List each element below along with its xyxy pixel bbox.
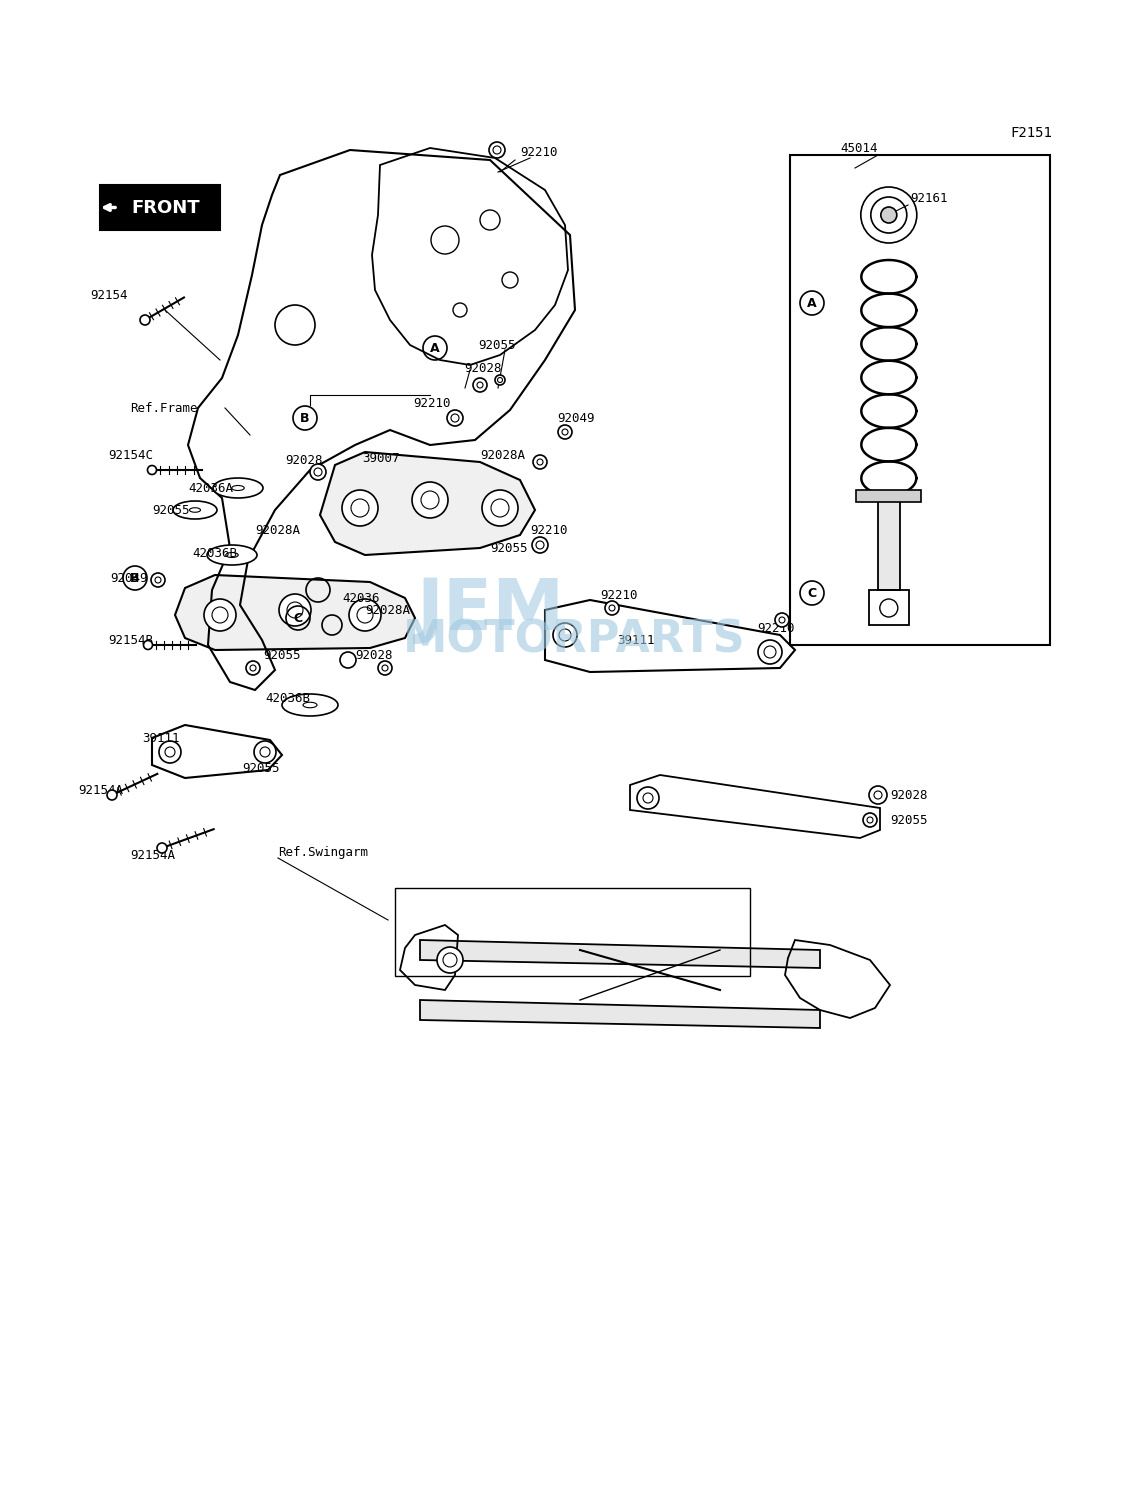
Text: 92154A: 92154A [78, 784, 123, 797]
Circle shape [869, 787, 887, 805]
Bar [856, 489, 922, 501]
Circle shape [881, 207, 897, 224]
Polygon shape [420, 940, 820, 968]
Circle shape [533, 455, 546, 468]
Ellipse shape [173, 501, 217, 519]
Circle shape [107, 790, 117, 800]
Text: 39111: 39111 [616, 633, 654, 647]
Bar [869, 590, 909, 624]
Text: 92055: 92055 [242, 761, 279, 775]
Circle shape [349, 599, 381, 630]
Text: 42036: 42036 [342, 591, 380, 605]
Text: 42036B: 42036B [192, 546, 236, 560]
Text: 39111: 39111 [142, 731, 179, 744]
Text: 92210: 92210 [530, 524, 567, 536]
Text: 92210: 92210 [757, 621, 794, 635]
Circle shape [147, 465, 156, 474]
Circle shape [637, 787, 659, 809]
Text: 92028: 92028 [890, 788, 928, 802]
Polygon shape [320, 452, 535, 555]
Text: 92154B: 92154B [108, 633, 153, 647]
Text: 92055: 92055 [890, 814, 928, 827]
Circle shape [157, 844, 166, 853]
Text: Ref.Frame: Ref.Frame [130, 401, 197, 414]
Circle shape [378, 660, 391, 675]
Text: 92049: 92049 [110, 572, 147, 584]
Text: 92154A: 92154A [130, 848, 174, 862]
Polygon shape [174, 575, 414, 650]
Text: 92055: 92055 [263, 648, 301, 662]
Circle shape [437, 947, 463, 973]
Circle shape [412, 482, 448, 518]
Circle shape [279, 594, 311, 626]
Text: 92161: 92161 [910, 192, 947, 204]
Text: MOTORPARTS: MOTORPARTS [403, 618, 745, 662]
Text: 92028A: 92028A [255, 524, 300, 536]
Text: 92210: 92210 [600, 588, 637, 602]
Circle shape [342, 489, 378, 525]
Text: 92028A: 92028A [480, 449, 525, 461]
Text: 92055: 92055 [478, 339, 515, 351]
Circle shape [144, 641, 153, 650]
Text: 92049: 92049 [557, 411, 595, 425]
Circle shape [152, 573, 165, 587]
Text: 92154: 92154 [90, 288, 127, 302]
Circle shape [489, 143, 505, 158]
Ellipse shape [282, 693, 338, 716]
Circle shape [605, 600, 619, 615]
Text: 42036B: 42036B [265, 692, 310, 704]
Text: 92210: 92210 [413, 396, 450, 410]
Circle shape [495, 375, 505, 384]
Circle shape [482, 489, 518, 525]
Text: 92028A: 92028A [365, 603, 410, 617]
Text: F2151: F2151 [1010, 126, 1052, 140]
Text: 92210: 92210 [520, 146, 558, 159]
Text: B: B [130, 572, 140, 584]
Circle shape [863, 814, 877, 827]
Text: 92028: 92028 [355, 648, 393, 662]
Circle shape [246, 660, 259, 675]
Text: C: C [294, 611, 303, 624]
Text: A: A [430, 342, 440, 354]
Text: FRONT: FRONT [132, 198, 200, 216]
Circle shape [775, 612, 789, 627]
Circle shape [558, 425, 572, 438]
FancyBboxPatch shape [100, 185, 220, 230]
Polygon shape [420, 1000, 820, 1028]
Bar [790, 155, 1050, 645]
Text: Ref.Swingarm: Ref.Swingarm [278, 845, 369, 859]
Circle shape [140, 315, 150, 326]
Circle shape [204, 599, 236, 630]
Ellipse shape [207, 545, 257, 564]
Text: 92055: 92055 [152, 503, 189, 516]
Text: 42036A: 42036A [188, 482, 233, 494]
Circle shape [310, 464, 326, 480]
Text: B: B [301, 411, 310, 425]
Circle shape [473, 378, 487, 392]
Text: 92055: 92055 [490, 542, 527, 554]
Text: A: A [807, 297, 817, 309]
Circle shape [254, 741, 276, 763]
Circle shape [447, 410, 463, 426]
Bar [878, 495, 900, 590]
Text: 92028: 92028 [285, 453, 323, 467]
Circle shape [532, 537, 548, 552]
Ellipse shape [214, 477, 263, 498]
Circle shape [553, 623, 577, 647]
Text: JEM: JEM [416, 575, 564, 644]
Text: 45014: 45014 [840, 141, 877, 155]
Text: C: C [807, 587, 816, 599]
Text: 92028: 92028 [464, 362, 502, 375]
Text: 39007: 39007 [362, 452, 400, 464]
Circle shape [160, 741, 181, 763]
Bar [395, 889, 750, 976]
Text: 92154C: 92154C [108, 449, 153, 461]
Circle shape [758, 639, 782, 663]
